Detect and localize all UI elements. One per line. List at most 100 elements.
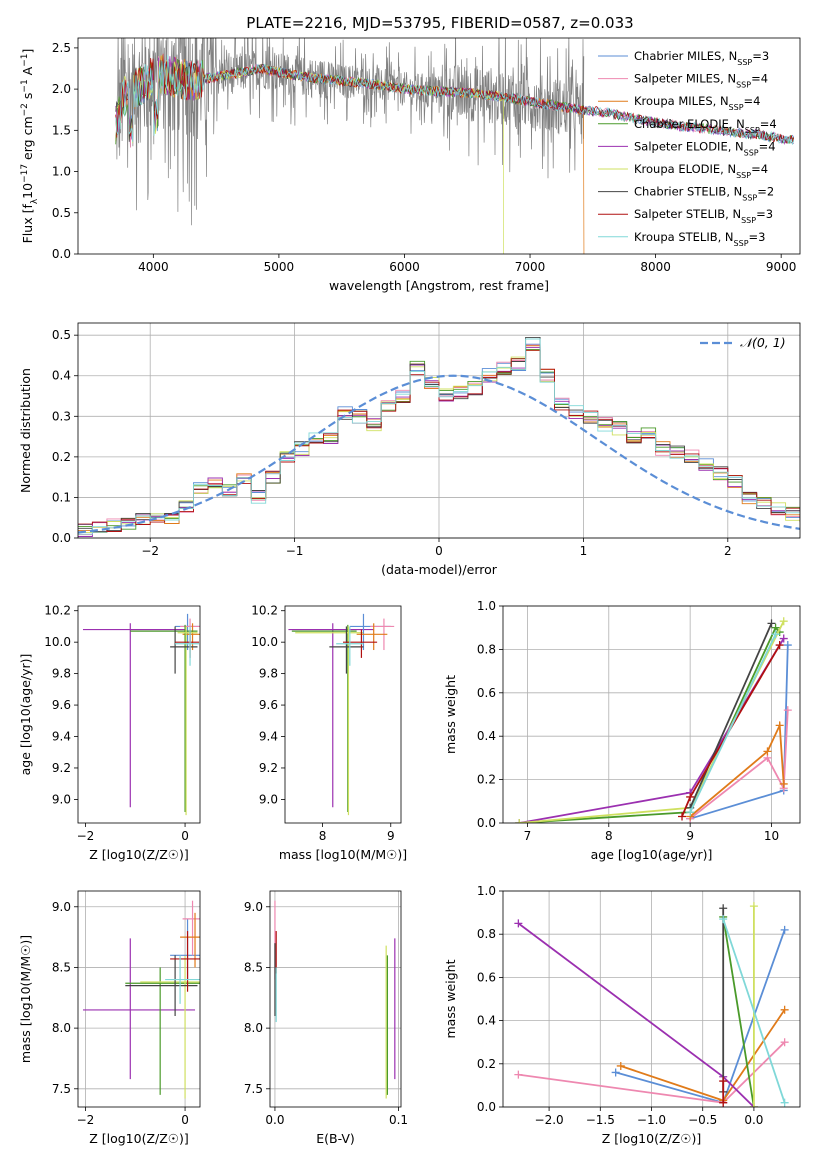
legend-rest: =4 [751, 162, 768, 176]
y-tick-label: 10.0 [44, 635, 71, 649]
y-tick-label: 10.0 [251, 635, 278, 649]
y-tick-label: 8.0 [52, 1021, 71, 1035]
x-tick-label: 8 [605, 829, 613, 843]
panel-mass_vs_Z: −2 0 7.5 8.0 8.5 9.0 Z [log10(Z/Z☉)] mass [log1… [18, 890, 201, 1146]
y-axis-label: age [log10(age/yr)] [18, 654, 33, 776]
y-tick-label: 2.5 [52, 41, 71, 55]
x-axis-label: E(B-V) [316, 1131, 355, 1146]
y-tick-label: 0.2 [477, 773, 496, 787]
y-tick-label: 9.0 [52, 792, 71, 806]
y-tick-label: 9.0 [52, 900, 71, 914]
weight-line-chabrier_miles [689, 645, 789, 820]
axes-decor: 8 9 9.0 9.2 9.4 9.6 9.8 10.0 10.2 mass [log10(M/M… [251, 604, 407, 862]
x-tick-label: 0 [181, 829, 189, 843]
axes-decor: 7 8 9 10 0.0 0.2 0.4 0.6 0.8 1.0 age [log10(age/yr… [443, 599, 801, 862]
weight-marker-kroupa_miles [780, 1005, 789, 1014]
y-tick-label: 9.4 [52, 730, 71, 744]
panel-spectrum: 4000 5000 6000 7000 8000 9000 0.0 0.5 1.0 1.5 2.0 2… [20, 37, 801, 293]
legend-label-salpeter_elodie: Salpeter ELODIE, NSSP=4 [634, 139, 776, 157]
weight-marker-kroupa_stelib [686, 808, 695, 817]
legend-name: Salpeter MILES, N [634, 72, 736, 86]
y-tick-label: 1.5 [52, 123, 71, 137]
x-tick-label: 0.1 [389, 1113, 408, 1127]
x-axis-label: mass [log10(M/M☉)] [279, 847, 407, 862]
y-tick-label: 9.0 [244, 900, 263, 914]
legend-label-gaussian: 𝒩(0, 1) [740, 335, 786, 350]
y-tick-label: 1.0 [477, 884, 496, 898]
axes-frame [77, 890, 201, 1108]
legend-label-kroupa_miles: Kroupa MILES, NSSP=4 [634, 94, 760, 112]
x-tick-label: −1.5 [586, 1113, 615, 1127]
weight-marker-salpeter_stelib [678, 812, 687, 821]
x-tick-label: 9 [686, 829, 694, 843]
x-tick-label: 7000 [515, 260, 546, 274]
legend-label-chabrier_elodie: Chabrier ELODIE, NSSP=4 [634, 117, 777, 135]
axes-decor: 4000 5000 6000 7000 8000 9000 0.0 0.5 1.0 1.5 2.0 2… [20, 37, 801, 293]
weight-marker-kroupa_elodie [779, 617, 788, 626]
y-tick-label: 0.0 [52, 247, 71, 261]
y-tick-label: 8.0 [244, 1021, 263, 1035]
x-tick-label: −1.0 [637, 1113, 666, 1127]
plot-area [78, 336, 800, 537]
y-tick-label: 10.2 [251, 604, 278, 618]
weight-line-kroupa_elodie [519, 620, 785, 823]
y-tick-label: 0.0 [52, 531, 71, 545]
legend-sub: SSP [741, 216, 756, 225]
x-tick-label: 2 [724, 544, 732, 558]
y-label-part: −2 [20, 103, 30, 116]
y-tick-label: 9.0 [259, 792, 278, 806]
y-tick-label: 7.5 [52, 1082, 71, 1096]
weight-line-salpeter_miles [689, 710, 789, 820]
panel-weight_vs_Z: −2.0 −1.5 −1.0 −0.5 0.0 0.0 0.2 0.4 0.6 0.8 1.0 Z [… [443, 884, 801, 1146]
spectrum-data-line [115, 38, 585, 226]
x-tick-label: −1 [286, 544, 304, 558]
y-tick-label: 9.8 [259, 667, 278, 681]
legend-rest: =3 [756, 207, 773, 221]
legend-rest: =4 [759, 139, 776, 153]
weight-marker-salpeter_stelib [775, 641, 784, 650]
legend-sub: SSP [736, 80, 751, 89]
legend-name: Chabrier ELODIE, N [634, 117, 745, 131]
figure-title: PLATE=2216, MJD=53795, FIBERID=0587, z=0… [246, 14, 633, 32]
y-tick-label: 1.0 [477, 599, 496, 613]
axes-decor: −2 0 9.0 9.2 9.4 9.6 9.8 10.0 10.2 Z [log10(Z/Z☉)… [18, 604, 201, 862]
x-tick-label: 6000 [389, 260, 420, 274]
panel-weight_vs_age: 7 8 9 10 0.0 0.2 0.4 0.6 0.8 1.0 age [log10(age/yr… [443, 599, 801, 862]
x-axis-label: Z [log10(Z/Z☉)] [602, 1131, 702, 1146]
y-tick-label: 0.6 [477, 686, 496, 700]
y-label-part: ] [20, 49, 35, 54]
x-tick-label: 0 [435, 544, 443, 558]
weight-marker-kroupa_stelib [719, 915, 728, 924]
plot-area [514, 902, 789, 1107]
y-axis-label: mass weight [443, 675, 458, 754]
y-label-part: −1 [20, 79, 30, 92]
x-axis-label: Z [log10(Z/Z☉)] [89, 847, 189, 862]
weight-marker-kroupa_stelib [780, 1098, 789, 1107]
legend-name: Salpeter ELODIE, N [634, 139, 744, 153]
y-tick-label: 8.5 [52, 960, 71, 974]
weight-line-chabrier_stelib [689, 623, 773, 809]
legend-rest: =4 [751, 72, 768, 86]
y-tick-label: 0.2 [52, 450, 71, 464]
panel-age_vs_mass: 8 9 9.0 9.2 9.4 9.6 9.8 10.0 10.2 mass [log10(M/M… [251, 604, 407, 862]
y-tick-label: 0.5 [52, 328, 71, 342]
y-axis-label: mass [log10(M/M☉)] [18, 935, 33, 1063]
legend-rest: =2 [757, 185, 774, 199]
weight-marker-chabrier_stelib [767, 619, 776, 628]
plot-area [515, 617, 792, 823]
x-axis-label: age [log10(age/yr)] [591, 847, 713, 862]
weight-marker-kroupa_elodie [749, 1103, 758, 1107]
weight-marker-kroupa_miles [775, 721, 784, 730]
x-tick-label: 1 [580, 544, 588, 558]
y-tick-label: 0.0 [477, 1100, 496, 1114]
weight-marker-salpeter_stelib [719, 1077, 728, 1086]
y-tick-label: 0.2 [477, 1057, 496, 1071]
y-tick-label: 9.8 [52, 667, 71, 681]
weight-line-kroupa_stelib [689, 633, 777, 813]
y-tick-label: 0.4 [52, 369, 71, 383]
axes-decor: −2.0 −1.5 −1.0 −0.5 0.0 0.0 0.2 0.4 0.6 0.8 1.0 Z [… [443, 884, 801, 1146]
weight-line-kroupa_stelib [722, 918, 786, 1103]
legend-sub: SSP [734, 238, 749, 247]
